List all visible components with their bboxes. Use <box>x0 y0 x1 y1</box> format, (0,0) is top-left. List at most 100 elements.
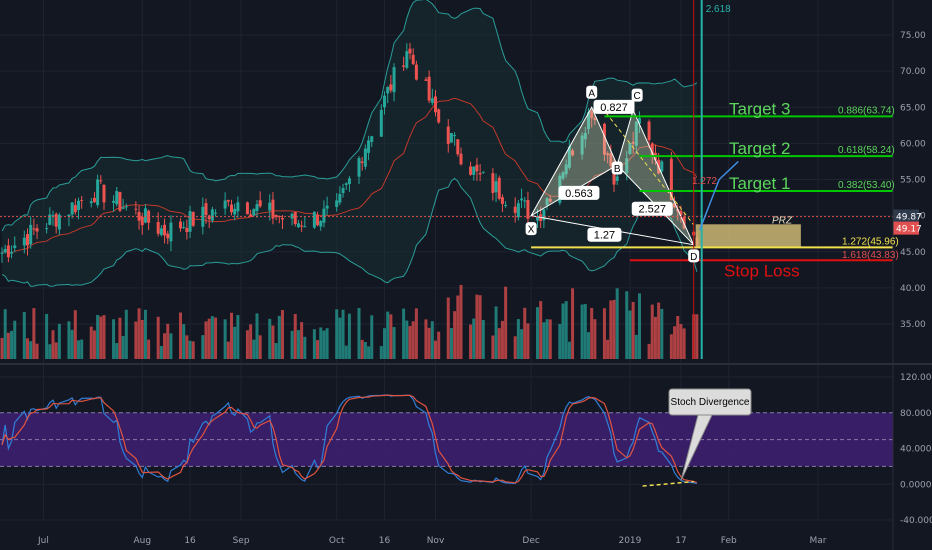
candle-body <box>580 135 584 155</box>
target-2-label: Target 2 <box>729 139 790 158</box>
point-label-box <box>688 249 700 263</box>
candle-body <box>590 111 594 119</box>
x-tick-label: Oct <box>329 536 345 546</box>
candle-body <box>188 211 192 232</box>
annotations: 49.87 49.17 <box>893 209 922 235</box>
volume-bar <box>3 309 7 359</box>
candle-body <box>386 87 390 94</box>
volume-bar <box>163 333 167 359</box>
cd-guide <box>601 106 695 226</box>
volume-bar <box>446 297 450 359</box>
volume-bar <box>296 330 300 359</box>
volume-bar <box>51 330 55 359</box>
candle-body <box>245 202 249 215</box>
candles <box>0 42 699 263</box>
volume-bar <box>10 330 14 359</box>
x-tick-label: Nov <box>427 536 445 546</box>
candle-body <box>628 143 632 154</box>
candle-body <box>115 191 119 205</box>
candle-body <box>367 140 371 153</box>
divergence-line <box>642 480 694 487</box>
candle-body <box>32 228 36 230</box>
volume-bar <box>137 308 141 359</box>
volume-bar <box>650 304 654 359</box>
volume-bar <box>357 308 361 359</box>
volume-bar <box>29 341 33 359</box>
candle-body <box>166 233 170 239</box>
volume-bar <box>539 301 543 359</box>
volume-bar <box>300 322 304 359</box>
candle-body <box>3 248 7 253</box>
volume-bar <box>504 286 508 359</box>
volume-bar <box>290 330 294 359</box>
harmonic-overlay <box>0 0 893 359</box>
candle-body <box>303 226 307 228</box>
candle-body <box>660 161 664 172</box>
volume-bar <box>379 346 383 359</box>
volume-bar <box>367 346 371 359</box>
volume-bar <box>210 316 214 359</box>
volume-bar <box>226 341 230 359</box>
candle-body <box>523 200 527 202</box>
candle-body <box>545 198 549 206</box>
volume-bar <box>411 321 415 359</box>
stoch-divergence-callout-text: Stoch Divergence <box>671 397 750 408</box>
candle-body <box>316 214 320 226</box>
volume-bar <box>481 319 485 359</box>
point-label: C <box>634 91 641 102</box>
candle-body <box>312 211 316 228</box>
candle-body <box>169 222 173 242</box>
volume-bar <box>268 318 272 359</box>
candle-body <box>201 206 205 227</box>
candle-body <box>335 200 339 207</box>
candle-body <box>179 221 182 229</box>
volume-bar <box>185 335 189 359</box>
candle-body <box>341 188 345 194</box>
candle-body <box>389 84 393 91</box>
candle-body <box>647 121 651 141</box>
candle-body <box>124 206 128 208</box>
volume-bar <box>303 336 307 359</box>
volume-bar <box>392 327 396 359</box>
candle-body <box>583 132 587 140</box>
volume-bar <box>561 303 565 359</box>
volume-bar <box>695 314 699 359</box>
candle-body <box>319 221 323 227</box>
volume-bar <box>414 308 418 359</box>
volume-bar <box>437 331 441 359</box>
candle-body <box>469 166 473 175</box>
volume-bar <box>606 339 610 359</box>
volume-bar <box>587 332 590 359</box>
candle-body <box>587 112 590 130</box>
volume-bar <box>249 324 253 359</box>
volume-bar <box>118 317 122 359</box>
volume-bar <box>134 321 138 359</box>
volume-bar <box>628 310 632 359</box>
volume-bar <box>408 325 412 359</box>
volume-bar <box>389 314 393 359</box>
volume-bar <box>316 340 320 359</box>
volume-bar <box>293 314 297 359</box>
volume-bar <box>335 309 339 359</box>
ratio-label: 0.563 <box>565 188 593 200</box>
price-flag-close <box>893 221 919 235</box>
candle-body <box>54 213 58 227</box>
volume-bar <box>347 313 351 359</box>
candle-body <box>449 132 453 143</box>
candle-body <box>6 245 10 258</box>
volume-bar <box>430 321 434 359</box>
candle-body <box>456 139 460 155</box>
volume-bar <box>383 328 386 359</box>
candle-body <box>411 54 415 65</box>
y-tick-label: 75.00 <box>900 31 926 41</box>
candle-body <box>593 117 597 121</box>
volume-bar <box>124 309 128 359</box>
y-tick-label: 60.00 <box>900 139 926 149</box>
candle-body <box>414 64 418 80</box>
x-tick-label: Dec <box>522 536 539 546</box>
candle-body <box>252 209 256 216</box>
candle-body <box>606 153 610 156</box>
candle-body <box>96 179 100 206</box>
candle-body <box>73 205 77 213</box>
